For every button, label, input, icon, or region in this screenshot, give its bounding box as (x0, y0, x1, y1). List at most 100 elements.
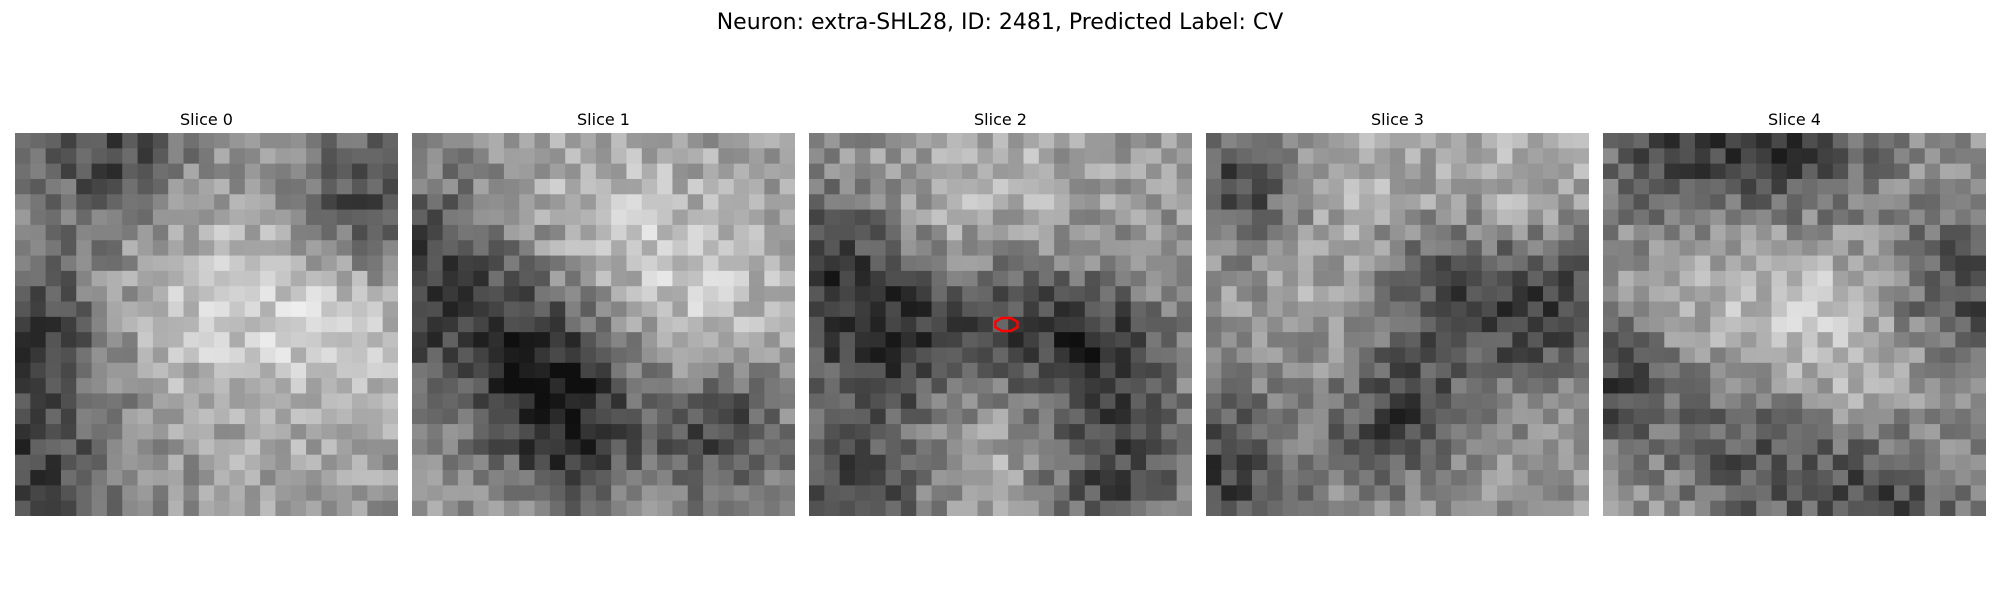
pixel-cell (1206, 270, 1222, 287)
pixel-cell (1558, 408, 1575, 425)
pixel-cell (1970, 500, 1986, 516)
pixel-cell (1771, 255, 1788, 272)
pixel-cell (1878, 500, 1895, 516)
pixel-cell (1023, 393, 1040, 410)
pixel-cell (488, 178, 505, 195)
pixel-cell (1786, 393, 1803, 410)
pixel-cell (214, 240, 231, 257)
pixel-cell (15, 347, 31, 364)
pixel-cell (1161, 148, 1178, 165)
pixel-cell (626, 424, 643, 440)
pixel-cell (1786, 408, 1803, 425)
pixel-cell (321, 439, 338, 456)
pixel-cell (457, 148, 474, 165)
pixel-cell (854, 286, 871, 303)
pixel-cell (764, 316, 781, 333)
pixel-cell (611, 393, 628, 410)
pixel-cell (565, 332, 582, 349)
pixel-cell (442, 347, 459, 364)
pixel-cell (1512, 424, 1529, 440)
pixel-cell (1603, 224, 1619, 241)
pixel-cell (1558, 424, 1575, 440)
pixel-cell (1343, 485, 1360, 502)
pixel-cell (1069, 286, 1086, 303)
pixel-cell (1817, 424, 1834, 440)
pixel-cell (931, 393, 948, 410)
pixel-cell (1512, 454, 1529, 471)
pixel-cell (824, 500, 841, 516)
pixel-cell (1940, 424, 1956, 440)
pixel-cell (1618, 332, 1635, 349)
pixel-cell (1512, 178, 1529, 195)
pixel-cell (1924, 194, 1941, 211)
pixel-cell (1955, 454, 1972, 471)
pixel-cell (76, 393, 93, 410)
pixel-cell (977, 362, 994, 379)
pixel-cell (1236, 485, 1253, 502)
pixel-cell (641, 270, 658, 287)
pixel-cell (30, 148, 47, 165)
pixel-cell (1497, 470, 1513, 486)
pixel-cell (703, 224, 719, 241)
pixel-cell (106, 224, 123, 241)
pixel-cell (488, 286, 505, 303)
pixel-cell (1802, 286, 1819, 303)
pixel-cell (244, 194, 261, 211)
pixel-cell (91, 316, 108, 333)
pixel-cell (45, 316, 62, 333)
pixel-cell (1146, 286, 1162, 303)
pixel-cell (824, 470, 841, 486)
pixel-cell (733, 393, 750, 410)
pixel-cell (1740, 454, 1757, 471)
pixel-cell (1756, 178, 1773, 195)
pixel-cell (1374, 148, 1391, 165)
pixel-cell (1374, 301, 1391, 318)
pixel-cell (122, 362, 139, 379)
pixel-cell (764, 240, 781, 257)
pixel-cell (214, 485, 231, 502)
pixel-cell (1038, 454, 1055, 471)
pixel-cell (580, 255, 597, 272)
pixel-cell (1328, 240, 1345, 257)
pixel-cell (1420, 148, 1437, 165)
pixel-cell (244, 408, 261, 425)
pixel-cell (1848, 133, 1865, 149)
pixel-cell (1481, 224, 1498, 241)
pixel-cell (519, 378, 536, 395)
pixel-cell (1466, 485, 1483, 502)
pixel-cell (1664, 439, 1681, 456)
pixel-cell (839, 270, 856, 287)
pixel-cell (1817, 378, 1834, 395)
pixel-cell (1725, 454, 1742, 471)
pixel-cell (992, 439, 1009, 456)
pixel-cell (106, 148, 123, 165)
pixel-cell (595, 301, 612, 318)
slice-panel-2: Slice 2 (809, 108, 1192, 516)
pixel-cell (916, 194, 933, 211)
pixel-cell (1863, 224, 1880, 241)
pixel-cell (473, 378, 490, 395)
pixel-cell (1527, 240, 1544, 257)
pixel-cell (657, 332, 674, 349)
pixel-cell (1130, 224, 1147, 241)
pixel-cell (687, 133, 704, 149)
pixel-cell (1146, 209, 1162, 226)
pixel-cell (1955, 255, 1972, 272)
pixel-cell (1221, 408, 1238, 425)
pixel-cell (1940, 240, 1956, 257)
pixel-cell (214, 255, 231, 272)
pixel-cell (1115, 255, 1132, 272)
pixel-cell (45, 362, 62, 379)
pixel-cell (1679, 133, 1696, 149)
pixel-cell (1297, 362, 1314, 379)
pixel-cell (1359, 393, 1376, 410)
pixel-cell (992, 393, 1009, 410)
pixel-cell (1497, 240, 1513, 257)
pixel-cell (1328, 393, 1345, 410)
pixel-cell (229, 255, 246, 272)
pixel-cell (183, 270, 200, 287)
pixel-cell (244, 470, 261, 486)
pixel-cell (1802, 424, 1819, 440)
pixel-cell (1251, 362, 1268, 379)
pixel-cell (1481, 408, 1498, 425)
